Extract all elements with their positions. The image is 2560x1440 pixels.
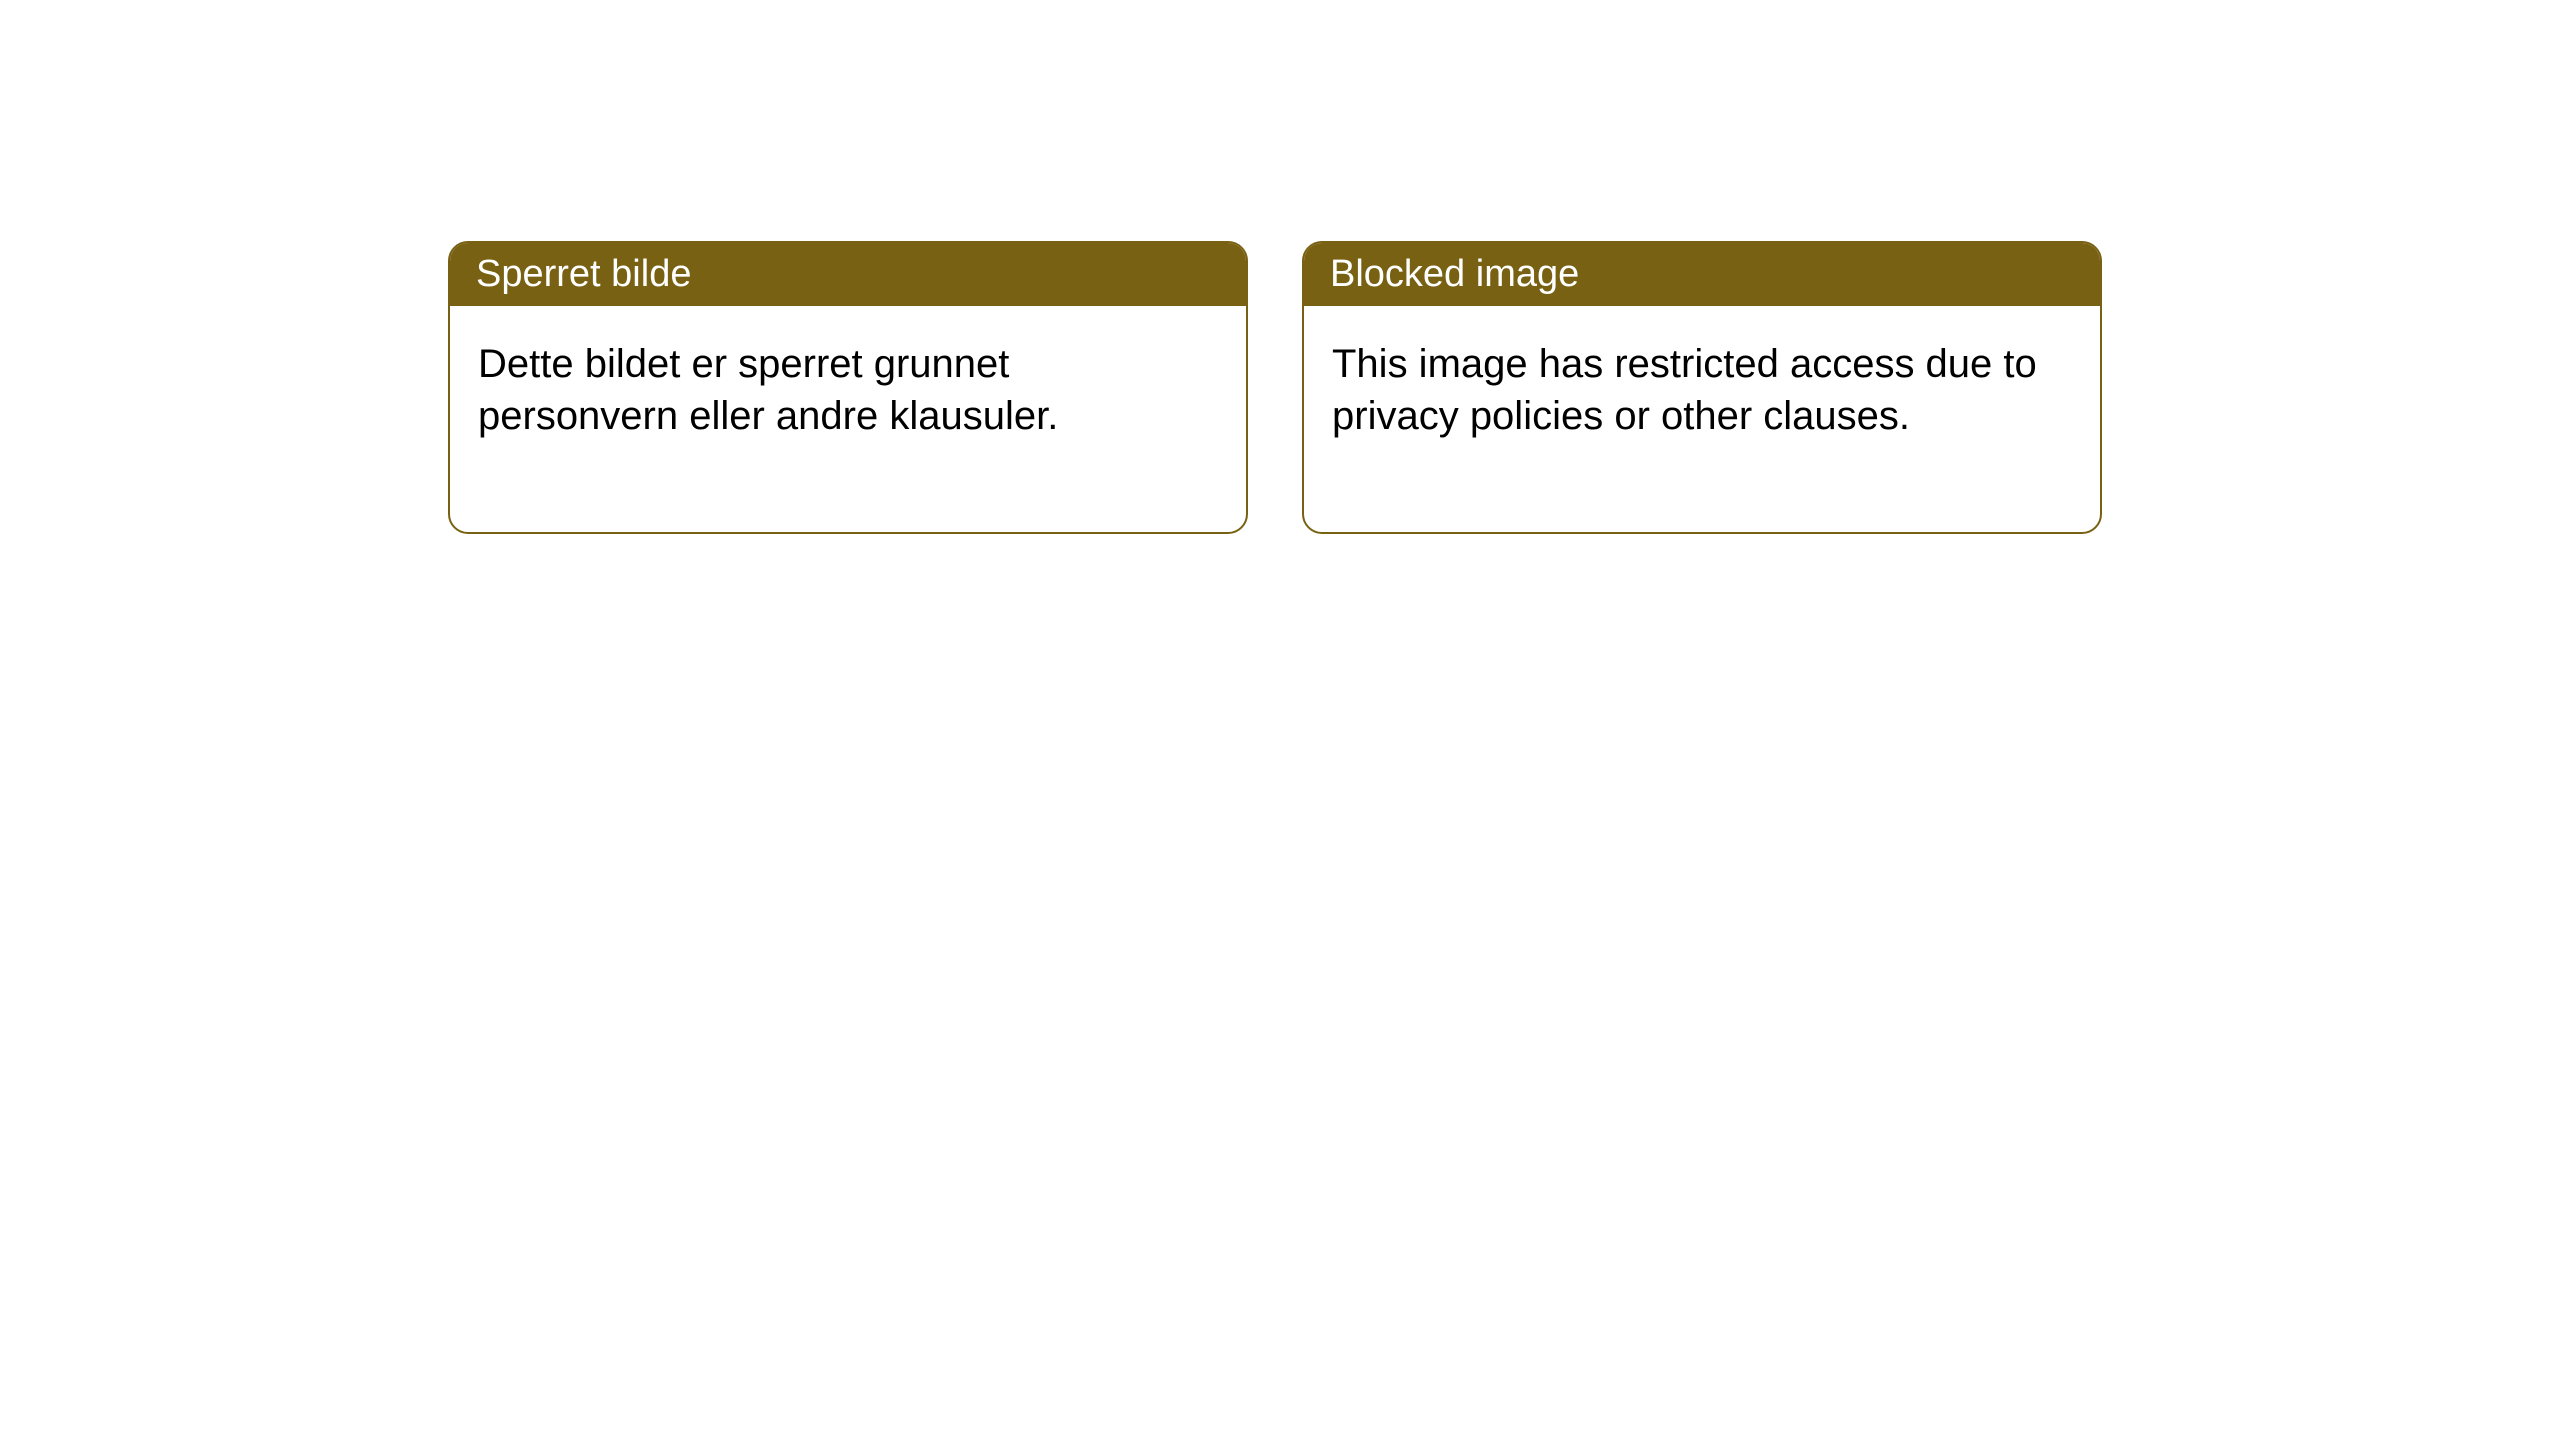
panel-header-norwegian: Sperret bilde — [450, 243, 1246, 306]
panel-body-english: This image has restricted access due to … — [1304, 306, 2100, 532]
notice-container: Sperret bilde Dette bildet er sperret gr… — [0, 0, 2560, 775]
blocked-image-panel-english: Blocked image This image has restricted … — [1302, 241, 2102, 534]
panel-header-english: Blocked image — [1304, 243, 2100, 306]
blocked-image-panel-norwegian: Sperret bilde Dette bildet er sperret gr… — [448, 241, 1248, 534]
panel-body-norwegian: Dette bildet er sperret grunnet personve… — [450, 306, 1246, 532]
